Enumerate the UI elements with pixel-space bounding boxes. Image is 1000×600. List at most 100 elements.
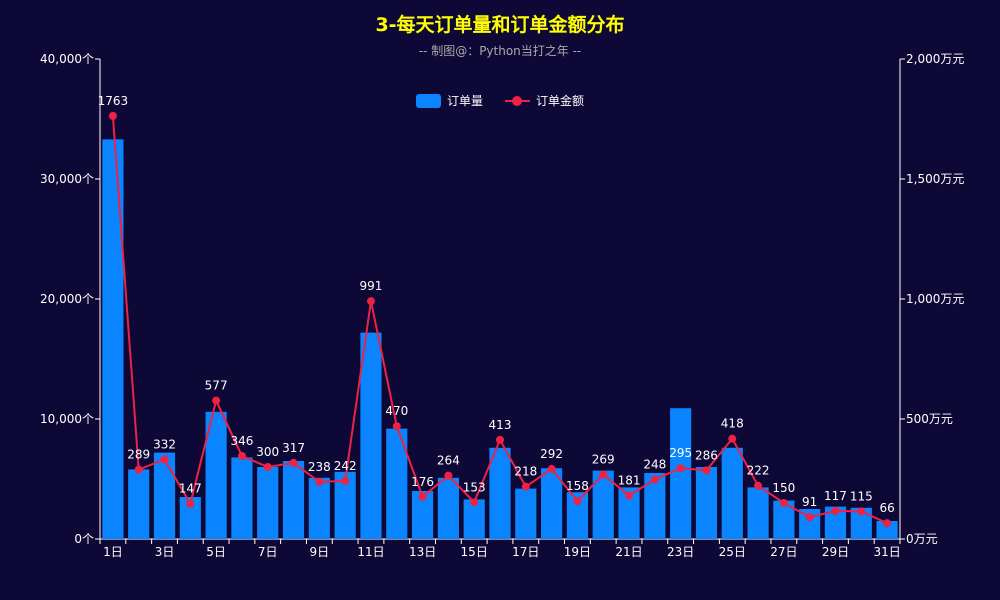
- data-label-amount: 418: [721, 417, 744, 431]
- data-label-amount: 248: [643, 457, 666, 471]
- point-amount: [650, 475, 659, 484]
- bar-orders: [412, 491, 434, 539]
- left-y-tick-label: 20,000个: [40, 292, 94, 306]
- left-y-tick-label: 30,000个: [40, 172, 94, 186]
- point-amount: [392, 422, 401, 431]
- bar-orders: [205, 411, 227, 539]
- bar-orders: [721, 447, 743, 539]
- point-amount: [857, 507, 866, 516]
- point-amount: [315, 477, 324, 486]
- x-tick-label: 11日: [357, 545, 384, 559]
- data-label-amount: 292: [540, 447, 563, 461]
- bar-orders: [876, 521, 898, 539]
- legend-bar-swatch: [415, 93, 441, 108]
- point-amount: [625, 491, 634, 500]
- x-tick-label: 1日: [103, 545, 123, 559]
- bar-orders: [102, 139, 124, 539]
- data-label-amount: 289: [127, 448, 150, 462]
- data-label-amount: 153: [463, 480, 486, 494]
- point-amount: [779, 499, 788, 507]
- data-label-amount: 115: [850, 489, 873, 503]
- left-y-tick-label: 40,000个: [40, 52, 94, 66]
- bar-orders: [128, 469, 150, 539]
- x-tick-label: 27日: [770, 545, 797, 559]
- chart-subtitle: -- 制图@：Python当打之年 --: [418, 44, 582, 58]
- point-amount: [702, 466, 711, 475]
- x-tick-label: 19日: [564, 545, 591, 559]
- point-amount: [470, 498, 479, 507]
- data-label-amount: 1763: [98, 94, 129, 108]
- point-amount: [728, 434, 737, 443]
- data-label-amount: 577: [205, 379, 228, 393]
- bar-orders: [773, 500, 795, 539]
- data-label-amount: 91: [802, 495, 817, 509]
- point-amount: [831, 506, 840, 515]
- x-tick-label: 15日: [461, 545, 488, 559]
- bar-orders: [179, 497, 201, 539]
- legend-label-amount: 订单金额: [536, 94, 585, 108]
- x-tick-label: 5日: [206, 545, 226, 559]
- bar-orders: [308, 477, 330, 539]
- point-amount: [676, 464, 685, 473]
- bar-orders: [695, 467, 718, 539]
- data-label-amount: 264: [437, 454, 460, 468]
- bar-orders: [670, 408, 692, 539]
- legend-item-orders[interactable]: 订单量: [415, 92, 483, 109]
- bar-orders: [437, 477, 459, 539]
- right-y-tick-label: 500万元: [906, 412, 953, 426]
- legend-item-amount[interactable]: 订单金额: [505, 92, 584, 109]
- point-amount: [108, 111, 117, 120]
- bar-orders: [360, 332, 382, 539]
- x-tick-label: 21日: [615, 545, 642, 559]
- bar-orders: [850, 507, 872, 539]
- bar-orders: [463, 499, 485, 539]
- x-tick-label: 17日: [512, 545, 539, 559]
- bar-orders: [566, 492, 588, 539]
- point-amount: [186, 499, 195, 508]
- point-amount: [547, 464, 556, 473]
- point-amount: [521, 482, 530, 491]
- point-amount: [366, 297, 375, 306]
- bar-orders: [644, 473, 666, 539]
- data-label-amount: 413: [489, 418, 512, 432]
- data-label-amount: 991: [360, 279, 383, 293]
- x-tick-label: 3日: [155, 545, 175, 559]
- data-label-amount: 66: [879, 501, 894, 515]
- data-label-amount: 158: [566, 479, 589, 493]
- point-amount: [341, 476, 350, 485]
- point-amount: [754, 481, 763, 490]
- bar-orders: [257, 467, 279, 539]
- data-label-amount: 150: [772, 481, 795, 495]
- point-amount: [134, 465, 143, 474]
- bar-orders: [747, 487, 769, 539]
- data-label-amount: 238: [308, 460, 331, 474]
- data-label-amount: 295: [669, 446, 692, 460]
- data-label-amount: 117: [824, 489, 847, 503]
- data-label-amount: 181: [618, 474, 641, 488]
- bar-orders: [592, 470, 614, 539]
- data-label-amount: 317: [282, 441, 305, 455]
- point-amount: [418, 492, 427, 501]
- bar-orders: [231, 457, 253, 539]
- data-label-amount: 147: [179, 482, 202, 496]
- legend: 订单量 订单金额: [0, 92, 1000, 109]
- x-tick-label: 31日: [873, 545, 900, 559]
- point-amount: [212, 396, 221, 405]
- x-tick-label: 23日: [667, 545, 694, 559]
- data-label-amount: 346: [230, 434, 253, 448]
- right-y-tick-label: 1,500万元: [906, 172, 964, 186]
- point-amount: [237, 451, 246, 460]
- data-label-amount: 242: [334, 459, 357, 473]
- bar-orders: [386, 428, 408, 539]
- data-label-amount: 269: [592, 452, 615, 466]
- right-y-tick-label: 0万元: [906, 532, 938, 546]
- bar-orders: [334, 471, 356, 539]
- point-amount: [263, 463, 272, 471]
- point-amount: [599, 470, 608, 479]
- bar-orders: [824, 506, 847, 539]
- chart-title: 3-每天订单量和订单金额分布: [375, 14, 625, 36]
- x-tick-label: 13日: [409, 545, 436, 559]
- point-amount: [883, 519, 892, 528]
- point-amount: [289, 458, 298, 467]
